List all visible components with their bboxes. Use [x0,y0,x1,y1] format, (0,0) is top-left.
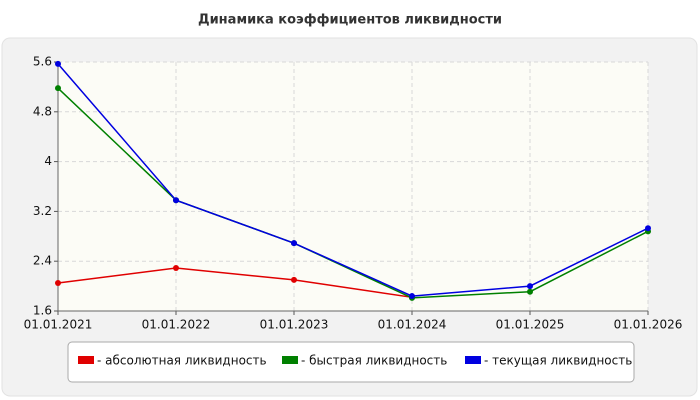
x-tick-label: 01.01.2025 [496,318,565,332]
legend-label: - быстрая ликвидность [301,354,447,368]
point [173,265,179,272]
point [291,276,297,283]
point [55,85,61,92]
y-tick-label: 2.4 [33,254,52,268]
legend-swatch [78,356,94,364]
point [645,225,651,232]
y-tick-label: 4 [44,154,52,168]
point [173,197,179,204]
x-tick-label: 01.01.2023 [260,318,329,332]
x-tick-label: 01.01.2022 [142,318,211,332]
point [55,60,61,67]
chart-title: Динамика коэффициентов ликвидности [198,13,502,28]
series-line [57,87,649,299]
point [527,288,533,295]
y-tick-label: 5.6 [33,55,52,69]
y-tick-label: 4.8 [33,104,52,118]
legend-label: - текущая ликвидность [484,354,632,368]
legend-swatch [282,356,298,364]
point [291,240,297,247]
plot-area [58,62,648,311]
point [55,279,61,286]
series-line [57,267,413,299]
x-tick-label: 01.01.2021 [24,318,93,332]
x-tick-label: 01.01.2024 [378,318,447,332]
legend-label: - абсолютная ликвидность [97,354,267,368]
series-line [57,63,649,297]
legend-swatch [465,356,481,364]
x-tick-label: 01.01.2026 [614,318,683,332]
y-tick-label: 3.2 [33,204,52,218]
legend-box [67,341,635,383]
y-tick-label: 1.6 [33,304,52,318]
point [409,293,415,300]
point [527,283,533,290]
